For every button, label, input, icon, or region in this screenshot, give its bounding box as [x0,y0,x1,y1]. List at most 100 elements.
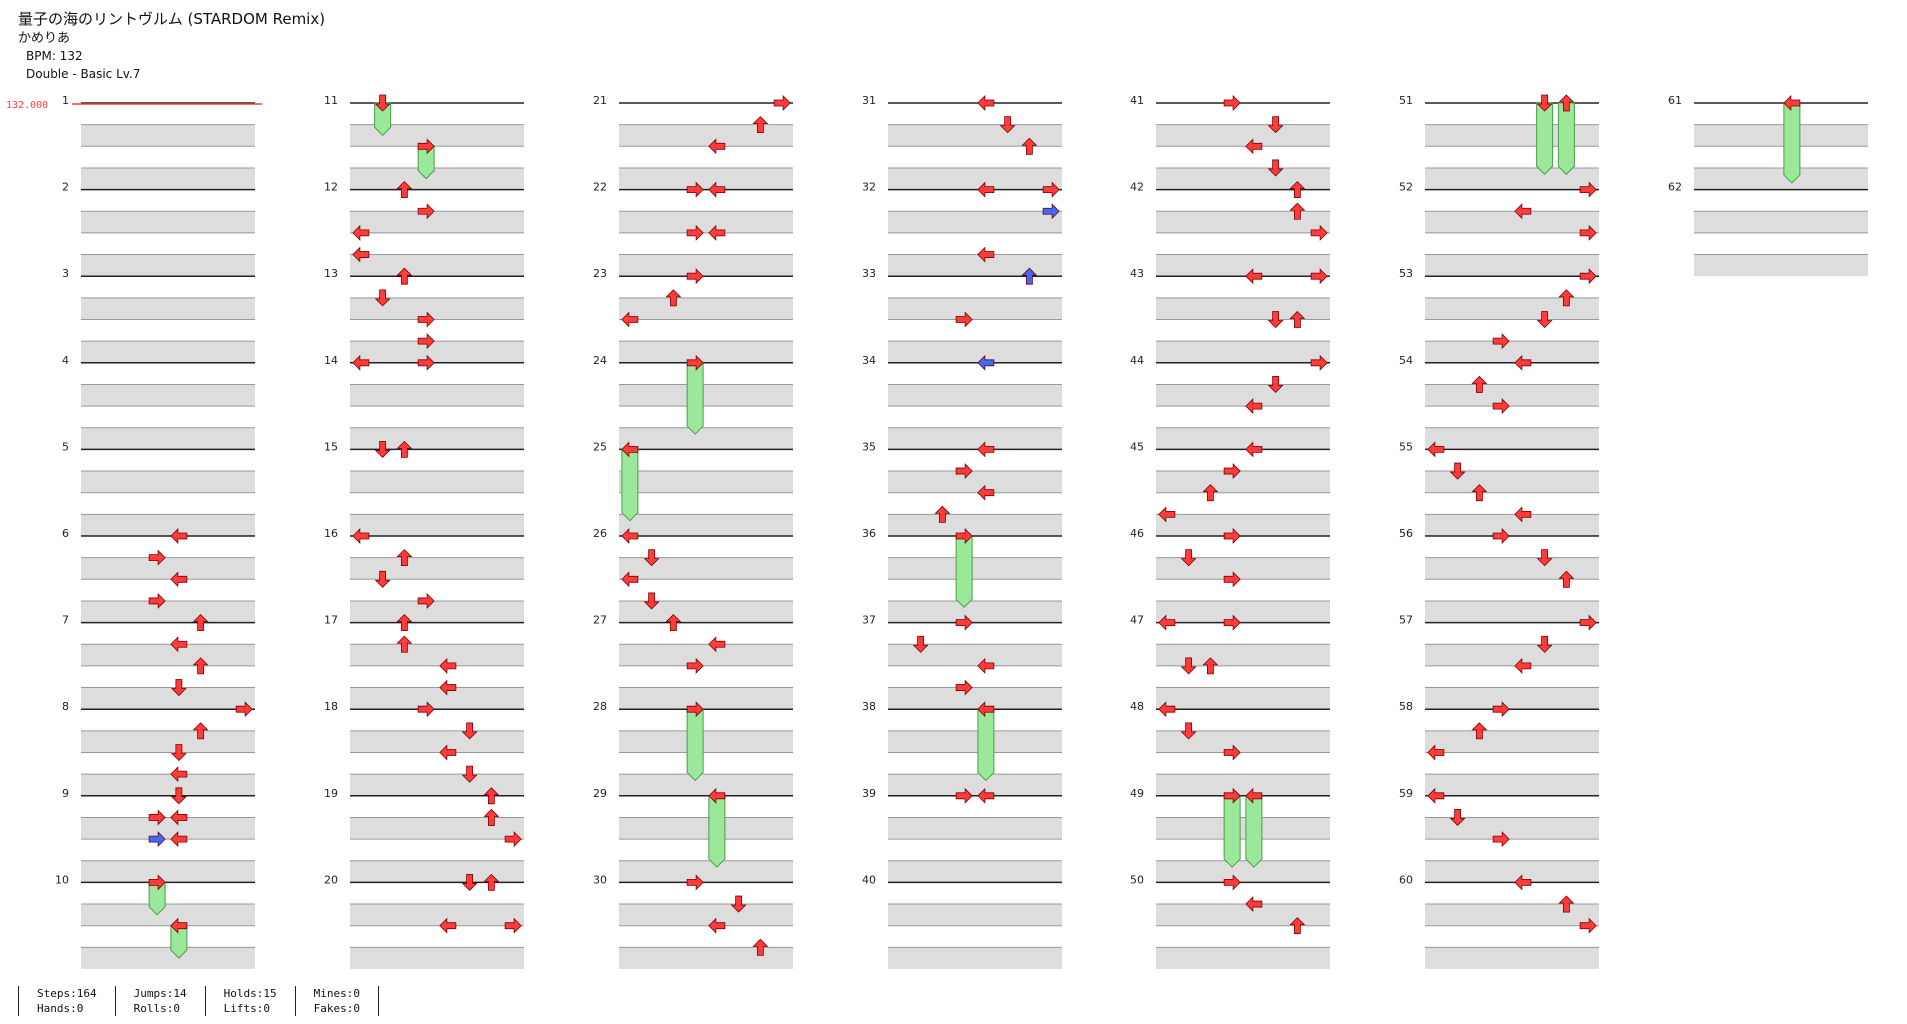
row-shade [1425,124,1599,147]
arrow-shape [621,571,639,588]
measure-number: 25 [593,440,607,453]
arrow-left [977,246,995,263]
arrow-shape [1310,268,1328,285]
row-shade [1694,254,1868,277]
measure-8: 8 [62,700,255,796]
bpm-label: BPM: 132 [26,49,83,63]
measure-12: 12 [324,181,524,277]
hold-body [1557,102,1575,175]
row-shade [81,557,255,580]
stats-col-steps: Steps:164 Hands:0 [18,986,115,1016]
arrow-down [1536,635,1553,653]
arrow-down [1267,159,1284,177]
arrow-right [686,181,704,198]
stat-rolls: Rolls:0 [133,1002,180,1015]
stat-hands: Hands:0 [37,1002,84,1015]
measure-5: 5 [62,440,255,536]
measure-30: 30 [593,873,793,969]
arrow-up [1021,267,1038,285]
arrow-down [170,744,187,762]
arrow-shape [483,808,500,826]
row-shade [1156,167,1330,190]
measure-number: 62 [1668,181,1682,194]
measure-number: 33 [862,267,876,280]
measure-number: 32 [862,181,876,194]
arrow-shape [686,354,704,371]
row-shade [350,860,524,883]
measure-27: 27 [593,614,793,710]
arrow-left [439,679,457,696]
arrow-right [1310,354,1328,371]
arrow-left [352,246,370,263]
measure-53: 53 [1399,267,1599,363]
arrow-up [665,289,682,307]
row-shade [888,947,1062,969]
arrow-right [417,138,435,155]
measure-37: 37 [862,614,1062,710]
row-shade [1156,211,1330,233]
arrow-shape [977,787,995,804]
measure-number: 6 [62,527,69,540]
row-shade [888,211,1062,233]
arrow-right [1492,528,1510,544]
row-shade [888,514,1062,536]
arrow-right [1310,268,1328,285]
measure-number: 30 [593,873,607,886]
arrow-left [1514,354,1532,371]
measure-41: 41 [1130,94,1330,190]
row-shade [350,687,524,710]
arrow-down [912,635,929,653]
row-shade [1156,557,1330,580]
arrow-right [417,354,435,371]
arrow-left [977,787,995,804]
arrow-shape [170,809,188,826]
row-shade [81,167,255,190]
arrow-left [170,809,188,826]
measure-16: 16 [324,527,524,623]
measure-26: 26 [593,527,793,623]
arrow-left [1158,701,1176,718]
row-shade [619,427,793,450]
row-shade [350,514,524,536]
arrow-shape [977,701,995,718]
arrow-left [977,484,995,501]
arrow-shape [1514,203,1532,220]
arrow-shape [439,917,457,934]
arrow-shape [1223,95,1241,111]
arrow-shape [1579,181,1597,198]
arrow-right [686,874,704,891]
measure-number: 56 [1399,527,1413,540]
arrow-left [621,571,639,588]
arrow-shape [1449,809,1466,827]
arrow-shape [461,874,478,891]
arrow-up [665,614,682,631]
arrow-down [730,895,747,913]
arrow-shape [752,116,769,134]
arrow-shape [1223,744,1241,761]
measure-33: 33 [862,267,1062,363]
row-shade [1425,774,1599,796]
row-shade [81,341,255,363]
arrow-shape [1579,224,1597,241]
row-shade [350,904,524,926]
arrow-shape [1558,94,1575,112]
arrow-shape [977,441,995,458]
row-shade [81,774,255,796]
measure-44: 44 [1130,354,1330,450]
arrow-shape [955,463,973,480]
measure-7: 7 [62,614,255,710]
row-shade [1156,297,1330,320]
row-shade [1425,860,1599,883]
measure-number: 2 [62,181,69,194]
measure-number: 57 [1399,614,1413,627]
measure-52: 52 [1399,181,1599,277]
arrow-shape [352,354,370,371]
row-shade [1425,167,1599,190]
row-shade [81,860,255,883]
arrow-right [148,592,166,609]
arrow-right [955,787,973,804]
row-shade [1156,774,1330,796]
arrow-shape [1245,787,1263,804]
arrow-left [439,657,457,674]
measure-number: 49 [1130,787,1144,800]
